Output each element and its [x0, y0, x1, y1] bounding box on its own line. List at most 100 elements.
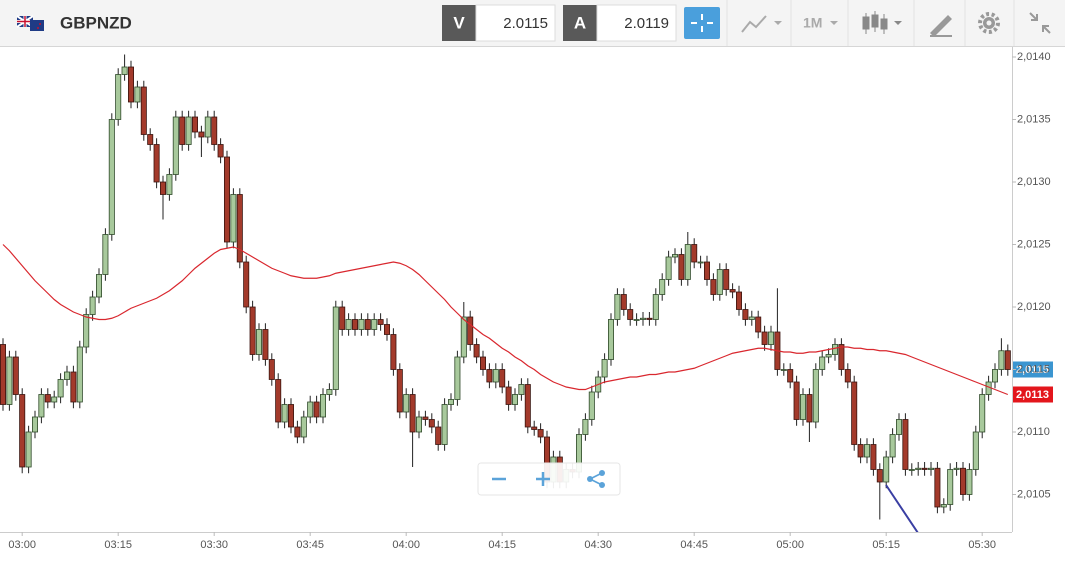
candle-body [966, 469, 973, 495]
settings-button[interactable] [978, 12, 1000, 34]
candle-body [147, 134, 154, 145]
price-tag-label: 2,0113 [1016, 389, 1049, 401]
candle-body [0, 344, 6, 405]
candle-body [249, 306, 256, 355]
candle-body [998, 350, 1005, 370]
candle-body [307, 401, 314, 418]
candle-body [377, 319, 384, 325]
candle-body [236, 194, 243, 263]
candle-type-button[interactable] [862, 11, 902, 34]
candle-body [748, 316, 755, 320]
timeframe[interactable]: 1M [803, 15, 822, 31]
zoom-in-icon [536, 472, 550, 486]
candle-body [319, 394, 326, 418]
candle-body [191, 116, 198, 133]
candle-body [992, 369, 999, 383]
candle-body [857, 444, 864, 458]
zoom-controls [477, 462, 621, 496]
y-tick-label: 2,0130 [1017, 176, 1051, 188]
x-tick-label: 04:15 [488, 539, 516, 551]
candle-body [102, 234, 109, 275]
y-tick-label: 2,0105 [1017, 488, 1051, 500]
candle-body [652, 294, 659, 320]
overlay: 2,0115 2,0113 [477, 361, 1053, 496]
candle-body [723, 269, 730, 290]
candle-body [467, 316, 474, 345]
candle-body [633, 319, 640, 321]
candle-body [934, 467, 941, 508]
candle-body [51, 396, 58, 403]
candle-body [159, 181, 166, 195]
bid-box[interactable] [475, 4, 556, 42]
candle-body [441, 404, 448, 445]
price-tag [1013, 361, 1053, 378]
plot-area [0, 54, 1011, 532]
candle-body [588, 391, 595, 420]
collapse-button[interactable] [1029, 12, 1051, 34]
drawing-button[interactable] [930, 15, 952, 37]
candle-body [800, 394, 807, 420]
candle-body [864, 444, 871, 458]
candle-body [243, 261, 250, 308]
candle-body [255, 329, 262, 355]
candle-body [294, 426, 301, 438]
candle-body [422, 416, 429, 420]
candle-body [736, 291, 743, 310]
x-tick-label: 03:00 [8, 539, 36, 551]
trend-line [885, 484, 919, 532]
candle-body [870, 444, 877, 470]
chart-type-button[interactable] [741, 15, 782, 33]
candle-body [851, 381, 858, 445]
candle-body [499, 369, 506, 388]
candle-body [127, 66, 134, 103]
candle-body [640, 317, 647, 320]
candle-body [627, 309, 634, 320]
candle-body [83, 314, 90, 348]
candle-body [659, 279, 666, 295]
candle-body [134, 86, 141, 103]
candle-body [435, 426, 442, 445]
candle-body [44, 394, 51, 403]
candle-body [896, 419, 903, 435]
candle-body [672, 254, 679, 258]
candle-body [608, 319, 615, 360]
y-tick-label: 2,0115 [1017, 363, 1050, 375]
y-tick-label: 2,0110 [1017, 426, 1050, 438]
candle-body [691, 244, 698, 263]
candle-body [409, 394, 416, 433]
candle-body [300, 416, 307, 438]
crosshair-button[interactable] [684, 7, 720, 39]
candle-body [697, 261, 704, 264]
ask-box[interactable] [596, 4, 677, 42]
candle-body [396, 369, 403, 413]
candle-body [614, 294, 621, 320]
candle-body [89, 296, 96, 315]
candle-body [428, 419, 435, 428]
candle-body [787, 369, 794, 383]
candle-body [204, 116, 211, 138]
candle-body [172, 116, 179, 175]
candle-body [281, 404, 288, 423]
candle-body [524, 384, 531, 428]
candle-body [479, 356, 486, 370]
y-tick-label: 2,0120 [1017, 301, 1051, 313]
candle-body [153, 144, 160, 183]
candle-body [838, 344, 845, 370]
candle-body [678, 254, 685, 280]
candle-body [371, 319, 378, 330]
candle-body [230, 194, 237, 243]
ask-price: 2.0119 [624, 15, 669, 32]
candle-body [620, 294, 627, 310]
candle-body [812, 369, 819, 423]
candle-body [704, 261, 711, 280]
candle-body [447, 399, 454, 405]
candle-body [223, 156, 230, 243]
candle-body [96, 274, 103, 298]
candle-body [179, 116, 186, 145]
candle-body [140, 86, 147, 135]
candle-body [531, 426, 538, 430]
candle-body [889, 434, 896, 458]
candle-body [19, 394, 26, 468]
